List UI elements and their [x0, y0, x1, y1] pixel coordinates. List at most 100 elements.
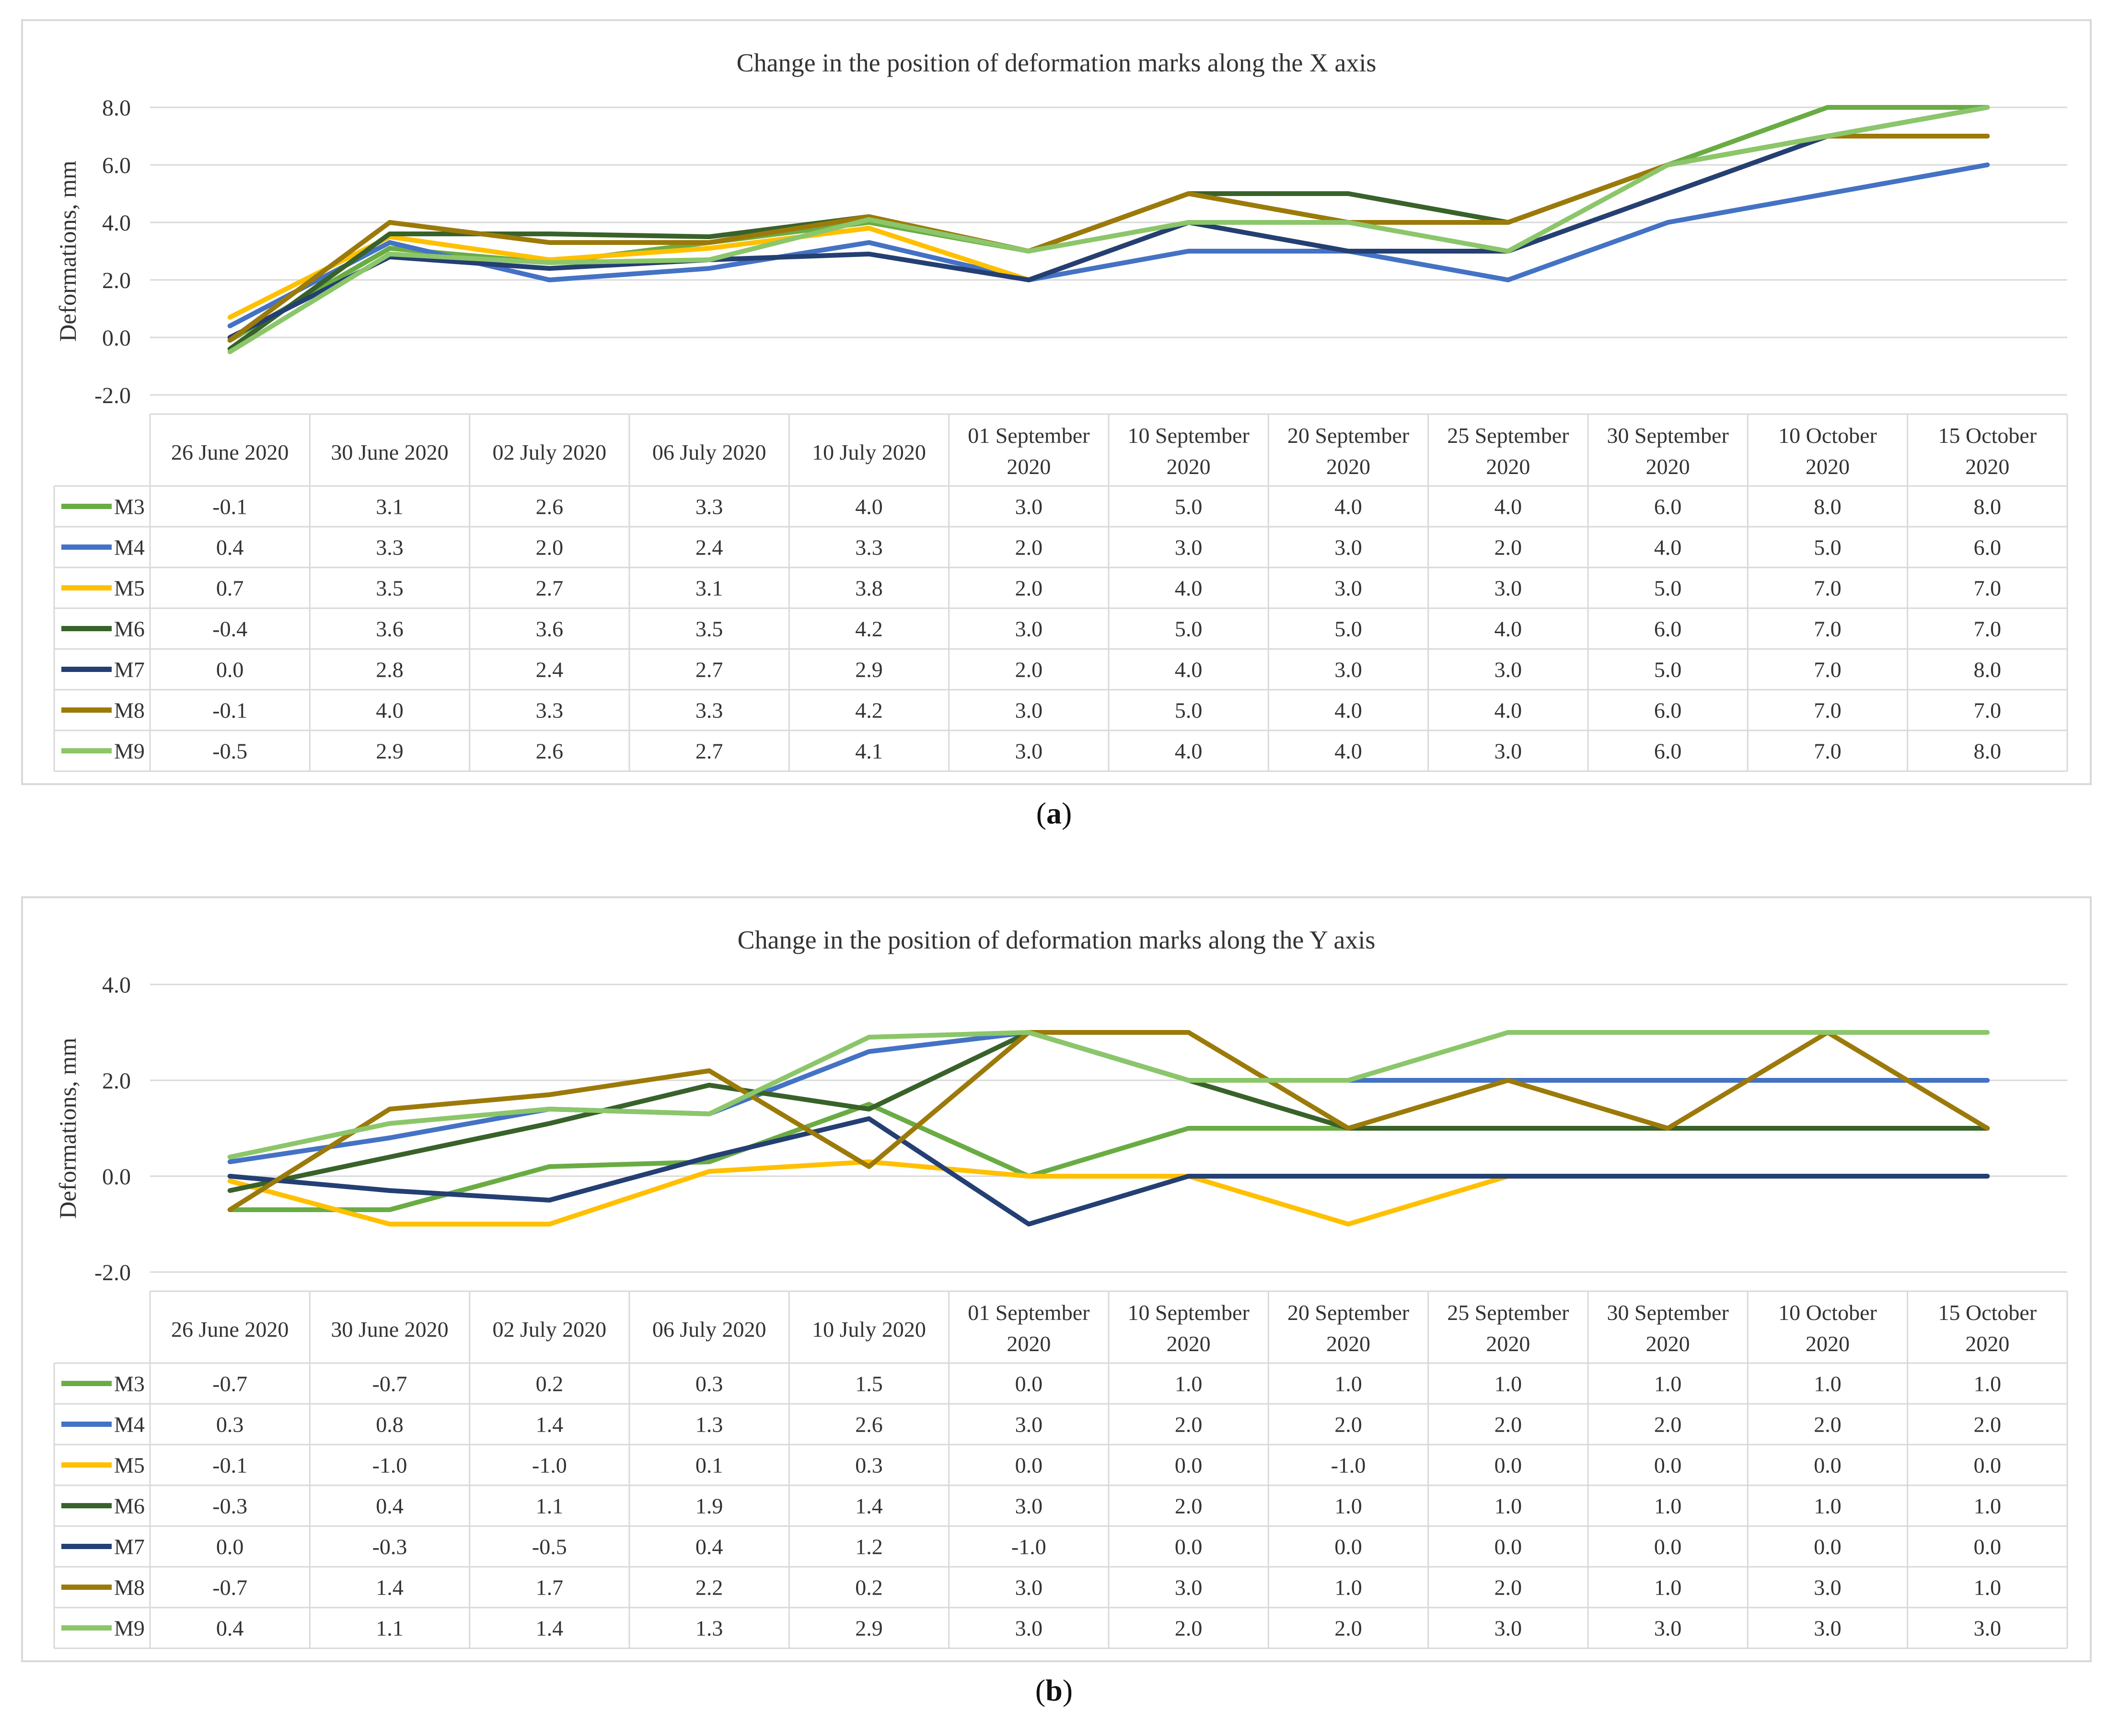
table-value-cell: 5.0 [1175, 698, 1203, 723]
table-value-cell: 3.0 [1175, 535, 1203, 560]
table-header-cell: 30 June 2020 [331, 440, 448, 464]
legend-label: M5 [114, 576, 145, 601]
series-line-m5 [227, 134, 1990, 320]
y-tick-label: 4.0 [102, 210, 131, 236]
table-value-cell: 4.0 [1175, 658, 1203, 682]
table-value-cell: 3.0 [1494, 658, 1522, 682]
table-value-cell: -1.0 [1011, 1535, 1046, 1559]
legend-label: M6 [114, 617, 145, 641]
caption-b: (b) [1035, 1673, 1073, 1707]
table-value-cell: 1.0 [1814, 1372, 1842, 1396]
table-value-cell: 4.0 [855, 495, 883, 519]
table-value-cell: 2.0 [1015, 576, 1043, 601]
table-value-cell: 1.3 [695, 1616, 723, 1641]
table-value-cell: 8.0 [1814, 495, 1842, 519]
table-header-cell: 10 October 2020 [1778, 423, 1877, 479]
table-value-cell: 0.4 [216, 535, 244, 560]
table-value-cell: 0.2 [855, 1575, 883, 1600]
table-value-cell: 1.0 [1974, 1494, 2002, 1518]
table-header-cell: 20 September 2020 [1287, 1300, 1409, 1356]
series-line-m8 [227, 1030, 1990, 1212]
table-value-cell: 0.0 [216, 658, 244, 682]
y-tick-label: 0.0 [102, 325, 131, 351]
table-value-cell: 6.0 [1974, 535, 2002, 560]
table-value-cell: 0.4 [376, 1494, 404, 1518]
table-value-cell: 0.2 [536, 1372, 564, 1396]
table-value-cell: 1.5 [855, 1372, 883, 1396]
table-value-cell: 3.0 [1015, 1412, 1043, 1437]
table-header-cell: 10 October 2020 [1778, 1300, 1877, 1356]
caption-a: (a) [1036, 796, 1072, 830]
table-value-cell: -0.5 [532, 1535, 567, 1559]
table-value-cell: 6.0 [1654, 739, 1682, 764]
series-line-m4 [227, 162, 1990, 328]
table-value-cell: 0.0 [1814, 1453, 1842, 1478]
table-value-cell: -0.7 [212, 1575, 247, 1600]
table-value-cell: 1.0 [1334, 1372, 1362, 1396]
table-value-cell: 7.0 [1814, 698, 1842, 723]
table-value-cell: 0.1 [695, 1453, 723, 1478]
table-value-cell: 8.0 [1974, 739, 2002, 764]
table-value-cell: 5.0 [1175, 495, 1203, 519]
table-value-cell: 5.0 [1654, 658, 1682, 682]
y-tick-label: 6.0 [102, 153, 131, 178]
table-value-cell: 2.6 [855, 1412, 883, 1437]
table-value-cell: 2.0 [1175, 1412, 1203, 1437]
table-value-cell: 3.0 [1015, 495, 1043, 519]
table-value-cell: 2.0 [1494, 1412, 1522, 1437]
table-value-cell: 1.4 [536, 1616, 564, 1641]
table-value-cell: 3.3 [376, 535, 404, 560]
table-value-cell: 6.0 [1654, 495, 1682, 519]
table-value-cell: 2.0 [1015, 658, 1043, 682]
table-value-cell: 3.0 [1175, 1575, 1203, 1600]
table-header-cell: 06 July 2020 [652, 440, 766, 464]
y-axis-label: Deformations, mm [54, 161, 81, 342]
table-value-cell: -0.1 [212, 698, 247, 723]
table-value-cell: 1.4 [536, 1412, 564, 1437]
table-value-cell: 2.0 [1334, 1412, 1362, 1437]
table-value-cell: 1.0 [1175, 1372, 1203, 1396]
table-value-cell: 3.0 [1015, 1494, 1043, 1518]
table-value-cell: 7.0 [1974, 698, 2002, 723]
table-value-cell: 1.2 [855, 1535, 883, 1559]
table-value-cell: 3.1 [695, 576, 723, 601]
table-value-cell: 2.2 [695, 1575, 723, 1600]
series-line-m7 [227, 105, 1990, 340]
y-tick-label: 2.0 [102, 1068, 131, 1094]
table-value-cell: 3.5 [695, 617, 723, 641]
table-value-cell: 1.0 [1974, 1575, 2002, 1600]
table-header-cell: 02 July 2020 [492, 1317, 606, 1342]
table-value-cell: 3.8 [855, 576, 883, 601]
table-value-cell: 5.0 [1654, 576, 1682, 601]
y-tick-label: 8.0 [102, 95, 131, 121]
legend-label: M8 [114, 698, 145, 723]
legend-label: M3 [114, 1372, 145, 1396]
table-value-cell: 5.0 [1175, 617, 1203, 641]
table-value-cell: 4.1 [855, 739, 883, 764]
table-value-cell: -0.5 [212, 739, 247, 764]
table-value-cell: 2.0 [1974, 1412, 2002, 1437]
table-value-cell: 0.3 [216, 1412, 244, 1437]
table-value-cell: 0.4 [695, 1535, 723, 1559]
table-value-cell: 4.2 [855, 617, 883, 641]
table-value-cell: 2.0 [1015, 535, 1043, 560]
legend-label: M4 [114, 1412, 145, 1437]
table-value-cell: 1.0 [1494, 1494, 1522, 1518]
table-value-cell: 2.7 [536, 576, 564, 601]
table-value-cell: 1.0 [1334, 1575, 1362, 1600]
legend-label: M9 [114, 739, 145, 764]
table-value-cell: 7.0 [1814, 576, 1842, 601]
table-value-cell: 2.9 [855, 658, 883, 682]
table-value-cell: 1.4 [376, 1575, 404, 1600]
table-value-cell: 1.1 [536, 1494, 564, 1518]
table-value-cell: 1.0 [1814, 1494, 1842, 1518]
series-line-m7 [227, 1116, 1990, 1227]
table-value-cell: 5.0 [1334, 617, 1362, 641]
table-value-cell: -1.0 [372, 1453, 407, 1478]
table-value-cell: 0.0 [1175, 1453, 1203, 1478]
table-value-cell: 0.4 [216, 1616, 244, 1641]
chart-title: Change in the position of deformation ma… [738, 926, 1376, 954]
table-value-cell: 0.0 [1015, 1372, 1043, 1396]
table-header-cell: 10 September 2020 [1128, 423, 1250, 479]
legend-label: M8 [114, 1575, 145, 1600]
